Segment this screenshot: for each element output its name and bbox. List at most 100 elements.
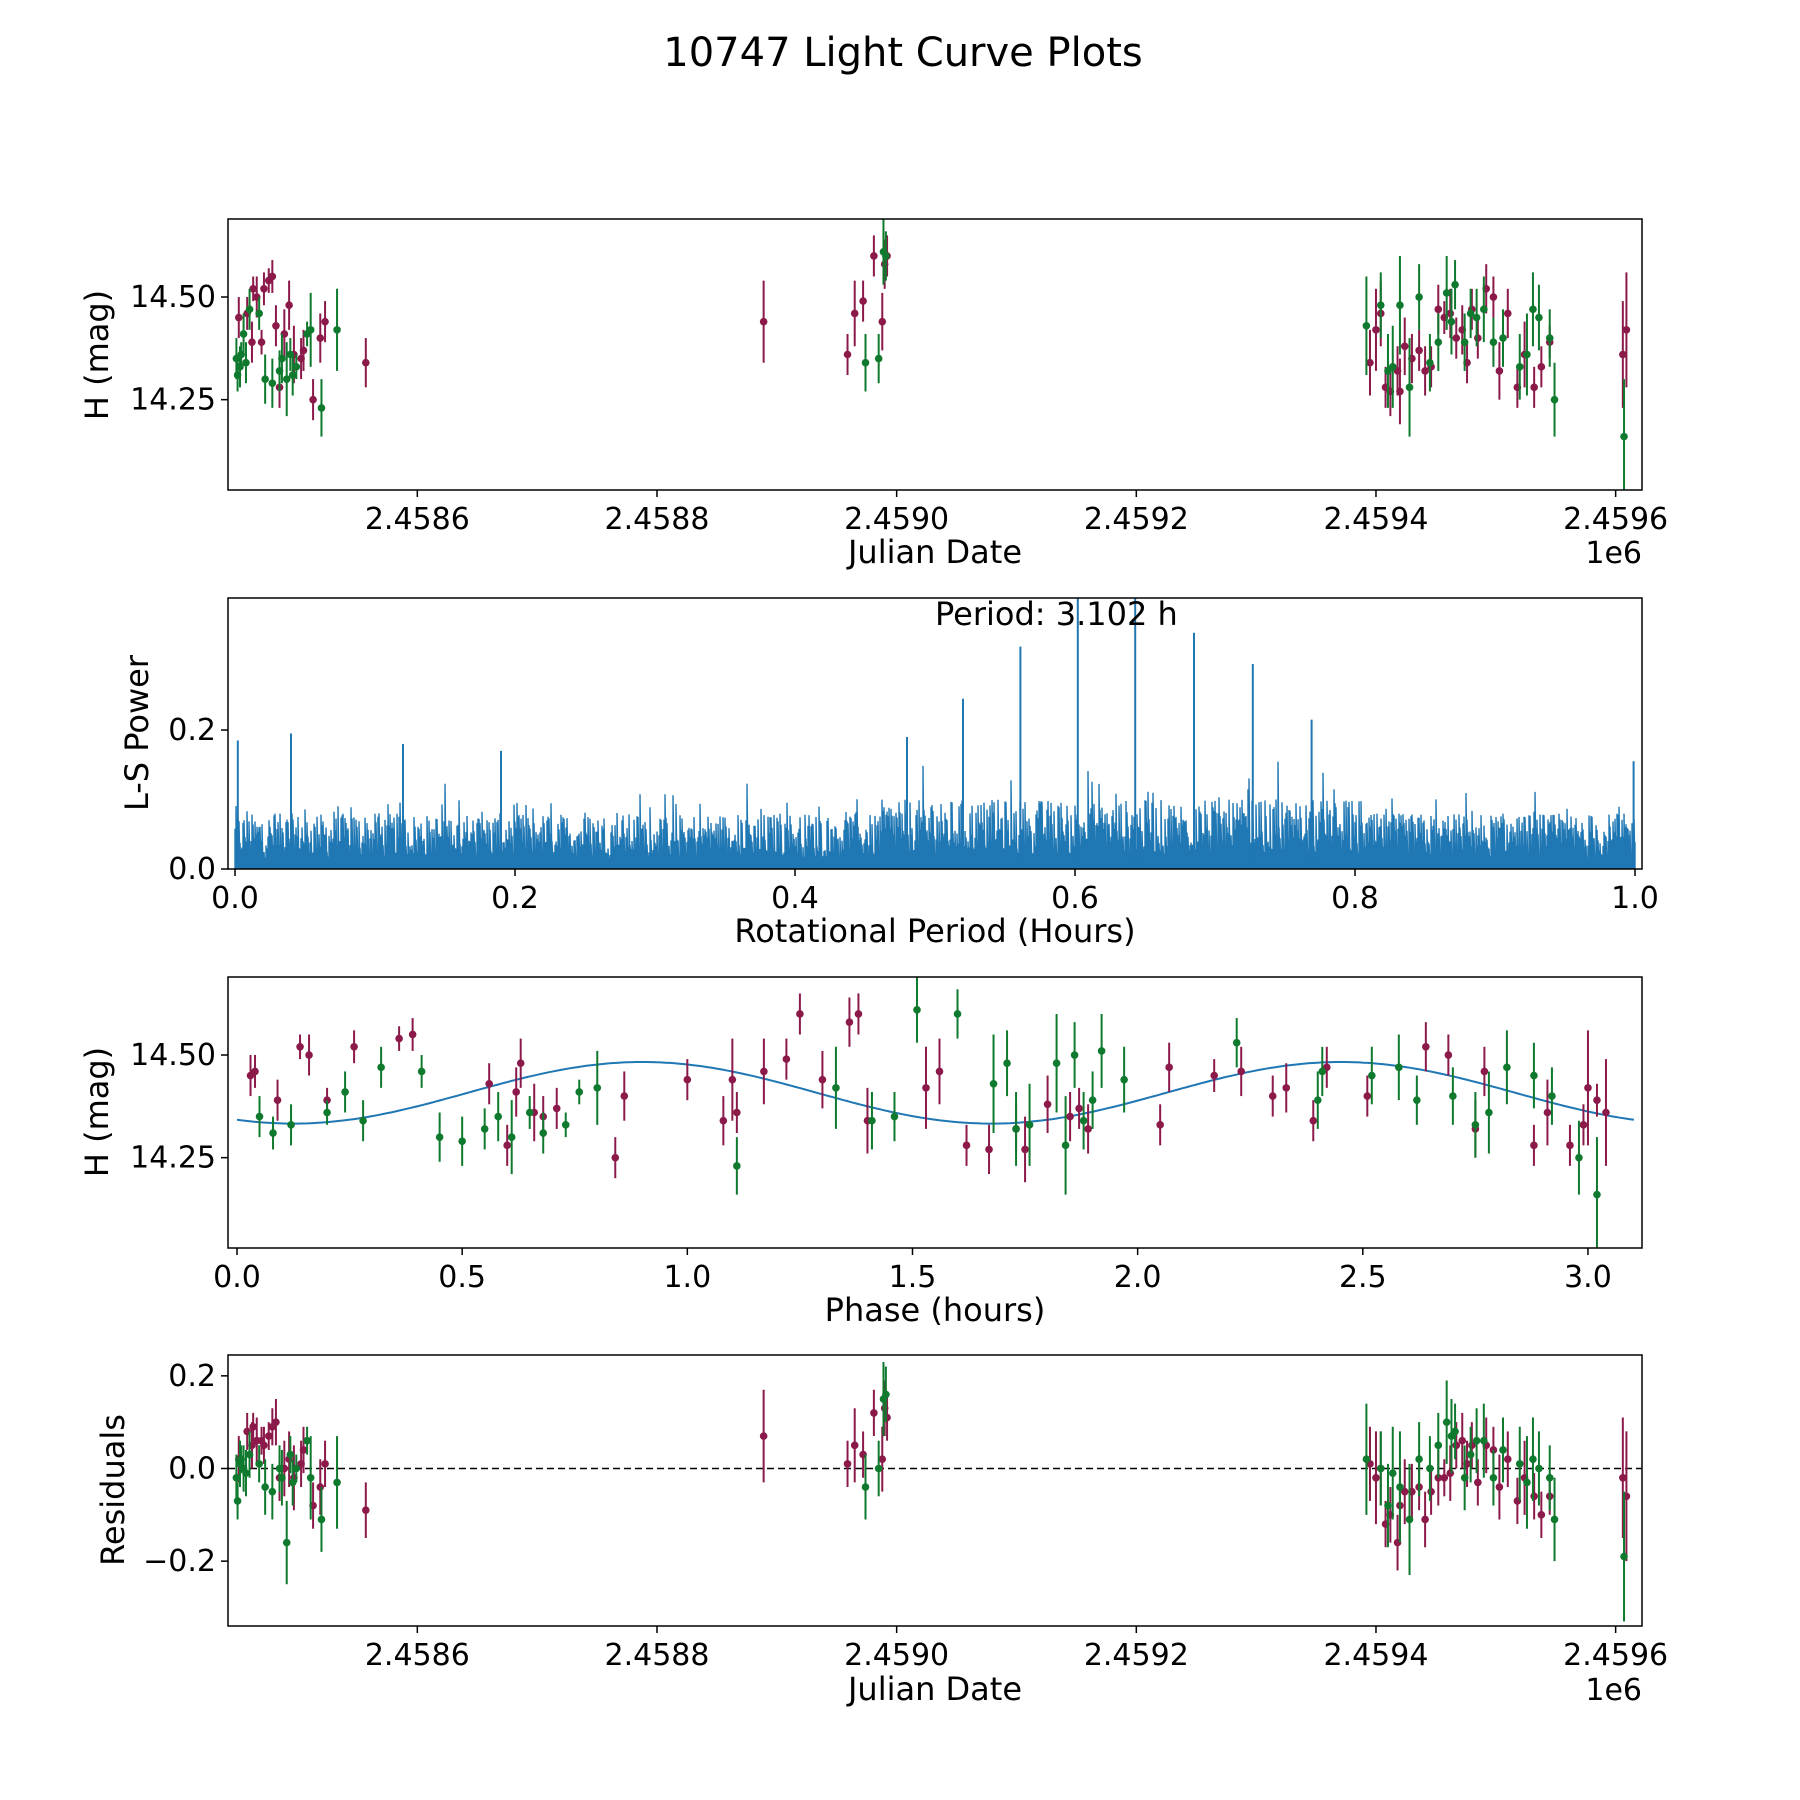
data-point [1313, 1096, 1322, 1104]
data-point [1405, 1515, 1414, 1524]
data-point [683, 1075, 692, 1084]
data-point [503, 1141, 511, 1150]
data-point [1474, 334, 1482, 342]
data-point [1043, 1100, 1052, 1109]
data-point [333, 326, 341, 334]
data-point [1444, 1051, 1453, 1059]
data-point [261, 375, 269, 383]
data-point [1372, 326, 1380, 334]
data-point [575, 1088, 584, 1096]
data-point [272, 321, 280, 330]
data-point [1372, 1473, 1380, 1482]
data-point [264, 1432, 273, 1440]
data-point [1318, 1067, 1327, 1076]
data-point [1499, 334, 1507, 342]
data-point [1495, 1483, 1504, 1491]
data-point [1021, 1145, 1029, 1154]
y-tick-label: 0.0 [168, 1451, 216, 1486]
data-point [323, 1108, 331, 1117]
light-curve-panel: 2.4586 2.4588 2.4590 2.4592 2.4594 2.4596 14.2… [78, 218, 1668, 571]
y-tick-label: 0.2 [168, 1359, 216, 1394]
data-point [1530, 1071, 1538, 1080]
data-point [278, 1473, 286, 1482]
data-point [1210, 1071, 1218, 1080]
y-tick-label: 14.50 [130, 280, 216, 315]
data-point [1472, 1436, 1481, 1445]
x-tick-label: 2.4594 [1323, 1638, 1428, 1673]
data-point [1388, 363, 1397, 371]
data-point [878, 1455, 887, 1464]
data-point [286, 1450, 295, 1459]
data-point [323, 1096, 331, 1104]
data-point [1451, 1427, 1459, 1436]
data-point [1400, 342, 1409, 351]
data-point [733, 1108, 741, 1117]
data-point [1466, 309, 1475, 318]
data-point [1530, 383, 1538, 392]
data-point [242, 358, 250, 367]
data-point [1003, 1059, 1011, 1068]
x-tick-label: 2.4594 [1323, 502, 1428, 537]
residuals-marks [228, 1361, 1642, 1622]
data-point [255, 309, 263, 318]
data-point [1384, 1501, 1392, 1510]
x-tick-label: 0.0 [213, 1260, 261, 1295]
light-curve-offset-label: 1e6 [1585, 536, 1642, 571]
data-point [233, 1497, 242, 1505]
data-point [1426, 1464, 1434, 1473]
data-point [1415, 1455, 1423, 1464]
data-point [288, 1478, 297, 1487]
data-point [1472, 313, 1481, 322]
phase-plot-marks [236, 977, 1635, 1248]
data-point [1489, 293, 1498, 301]
data-point [525, 1108, 534, 1117]
data-point [1575, 1153, 1583, 1162]
data-point [321, 317, 329, 326]
x-tick-label: 2.4586 [365, 502, 470, 537]
model-fit-curve [236, 1061, 1635, 1125]
x-tick-label: 0.5 [438, 1260, 486, 1295]
x-tick-label: 2.5 [1339, 1260, 1387, 1295]
x-tick-label: 0.4 [771, 881, 819, 916]
data-point [1545, 1473, 1554, 1482]
data-point [1593, 1096, 1601, 1104]
y-tick-label: 14.50 [130, 1038, 216, 1073]
data-point [1396, 301, 1404, 310]
data-point [1515, 1460, 1524, 1468]
data-point [1376, 1464, 1385, 1473]
residuals-ticks: 2.4586 2.4588 2.4590 2.4592 2.4594 2.4596 −0.2… [143, 1359, 1668, 1673]
data-point [1543, 1108, 1552, 1117]
data-point [232, 1473, 241, 1482]
data-point [333, 1478, 341, 1487]
data-point [1362, 1455, 1371, 1464]
data-point [1523, 1478, 1531, 1487]
data-point [874, 354, 883, 363]
data-point [1550, 395, 1559, 404]
data-point [435, 1133, 444, 1141]
data-point [1530, 1492, 1538, 1501]
data-point [1622, 326, 1631, 334]
data-point [1530, 1141, 1538, 1150]
data-point [845, 1018, 854, 1026]
data-point [273, 1096, 282, 1104]
data-point [1434, 305, 1443, 314]
data-point [257, 338, 266, 346]
data-point [843, 350, 852, 359]
data-point [1075, 1104, 1083, 1113]
data-point [922, 1084, 930, 1092]
data-point [268, 272, 277, 281]
data-point [282, 375, 291, 383]
data-point [935, 1067, 944, 1076]
light-curve-ticks: 2.4586 2.4588 2.4590 2.4592 2.4594 2.4596 14.2… [130, 280, 1668, 537]
residuals-ylabel: Residuals [94, 1414, 132, 1566]
y-tick-label: 14.25 [130, 383, 216, 418]
data-point [1474, 1478, 1482, 1487]
data-point [1388, 1469, 1397, 1477]
data-point [408, 1030, 417, 1039]
data-point [1480, 1067, 1489, 1076]
x-tick-label: 0.6 [1051, 881, 1099, 916]
data-point [359, 1116, 367, 1125]
data-point [1442, 1418, 1451, 1426]
data-point [1480, 1436, 1488, 1445]
